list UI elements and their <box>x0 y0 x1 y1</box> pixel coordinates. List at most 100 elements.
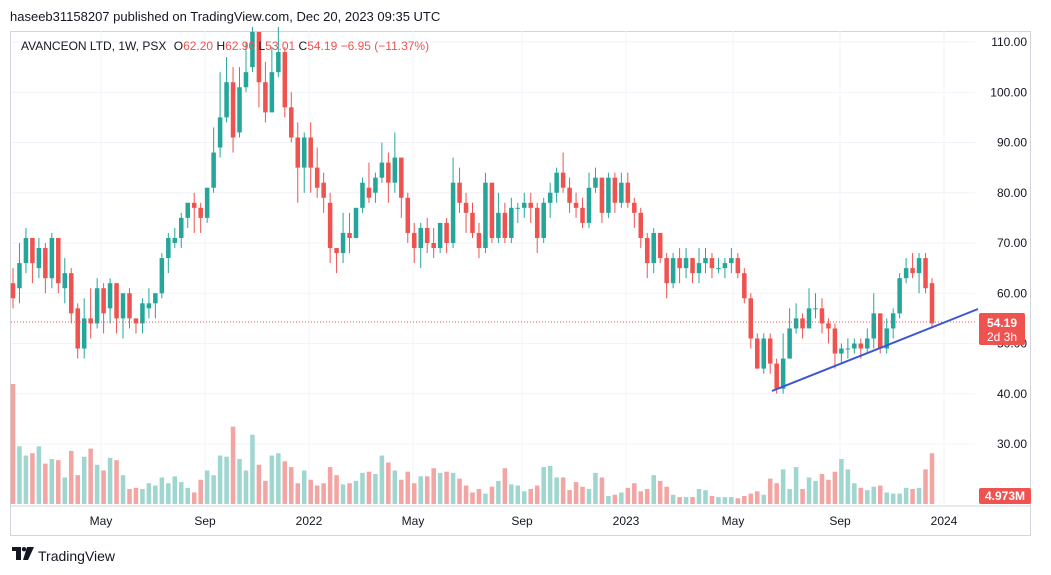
candle-body <box>411 232 417 249</box>
candle-body <box>476 232 482 249</box>
time-tick-label: Sep <box>829 514 851 528</box>
volume-bar <box>62 477 68 504</box>
volume-bar <box>301 470 307 504</box>
volume-bar <box>858 487 864 504</box>
candle-body <box>729 258 734 264</box>
volume-bar <box>897 493 902 504</box>
volume-bar <box>56 460 61 504</box>
candle-body <box>716 268 721 270</box>
volume-bar <box>133 487 139 504</box>
candle-body <box>845 348 851 350</box>
volume-bar <box>606 495 611 504</box>
volume-bar <box>140 489 145 504</box>
candle-body <box>217 117 223 148</box>
candle-body <box>709 258 715 269</box>
candle-body <box>560 172 566 188</box>
price-axis: 110.00100.0090.0080.0070.0060.0050.0040.… <box>990 35 1027 451</box>
volume-bar <box>340 484 346 504</box>
candle-body <box>819 308 825 324</box>
candle-body <box>619 182 624 203</box>
volume-bar <box>120 475 126 504</box>
candle-body <box>30 237 35 264</box>
volume-bar <box>573 482 579 504</box>
volume-bar <box>871 486 877 504</box>
price-tick-label: 90.00 <box>997 136 1027 150</box>
legend-low-value: 53.01 <box>265 39 296 53</box>
volume-bar <box>237 459 242 504</box>
price-tick-label: 100.00 <box>990 85 1027 99</box>
volume-bar <box>476 489 482 504</box>
volume-bar <box>314 485 320 504</box>
candle-body <box>10 283 16 299</box>
candle-body <box>670 258 676 284</box>
volume-bar <box>612 494 618 504</box>
candle-body <box>250 31 255 68</box>
candle-body <box>787 328 792 359</box>
candle-body <box>237 87 242 133</box>
candle-body <box>399 157 404 198</box>
volume-bar <box>547 465 553 504</box>
trendline[interactable] <box>771 308 979 392</box>
volume-bar <box>360 472 365 504</box>
candle-body <box>308 137 313 168</box>
candle-body <box>832 328 838 354</box>
time-tick-label: May <box>90 514 113 528</box>
legend-close-label: C <box>298 39 308 53</box>
candle-body <box>81 318 87 349</box>
volume-bar <box>437 472 443 504</box>
candle-body <box>722 263 728 269</box>
legend-symbol[interactable]: AVANCEON LTD, 1W, PSX <box>21 39 167 53</box>
volume-bar <box>767 478 773 504</box>
candle-body <box>49 237 55 279</box>
volume-bar <box>625 487 631 504</box>
volume-bar <box>910 489 915 504</box>
grid <box>11 31 975 505</box>
volume-bar <box>399 479 404 504</box>
volume-bar <box>405 471 411 504</box>
candle-body <box>806 308 812 329</box>
volume-bar <box>444 471 449 504</box>
candle-body <box>379 162 385 178</box>
candle-body <box>929 283 935 324</box>
candle-body <box>625 182 631 203</box>
candle-body <box>903 268 909 279</box>
volume-bar <box>754 491 760 504</box>
candle-body <box>599 177 605 213</box>
candle-body <box>392 157 398 183</box>
candle-body <box>94 288 100 324</box>
candle-body <box>528 202 534 208</box>
volume-bar <box>554 477 559 504</box>
volume-bar <box>787 489 792 504</box>
volume-bar <box>114 460 119 504</box>
candle-body <box>774 363 779 389</box>
candle-body <box>483 182 488 249</box>
volume-bar <box>392 470 398 504</box>
volume-bar <box>191 492 197 504</box>
price-tick-label: 80.00 <box>997 186 1027 200</box>
candle-body <box>767 338 773 364</box>
footer-brand[interactable]: TradingView <box>12 547 115 564</box>
candle-body <box>515 207 521 209</box>
candle-body <box>211 152 216 188</box>
volume-bar <box>81 456 87 504</box>
candle-body <box>703 258 708 264</box>
volume-bar <box>599 477 605 504</box>
candle-body <box>62 273 68 289</box>
volume-bar <box>379 455 385 504</box>
candle-body <box>321 182 326 198</box>
candle-body <box>276 52 281 73</box>
candle-body <box>793 318 799 329</box>
candle-body <box>547 192 553 203</box>
volume-bar <box>185 487 191 504</box>
candle-body <box>418 227 423 249</box>
candle-body <box>748 298 754 339</box>
price-badge-countdown: 2d 3h <box>987 330 1017 344</box>
volume-bar <box>250 434 255 504</box>
volume-bar <box>366 471 372 504</box>
price-badge-value: 54.19 <box>987 316 1017 330</box>
volume-bar <box>334 475 339 504</box>
candle-body <box>127 293 132 319</box>
candle-body <box>897 278 902 314</box>
volume-bar <box>903 487 909 504</box>
